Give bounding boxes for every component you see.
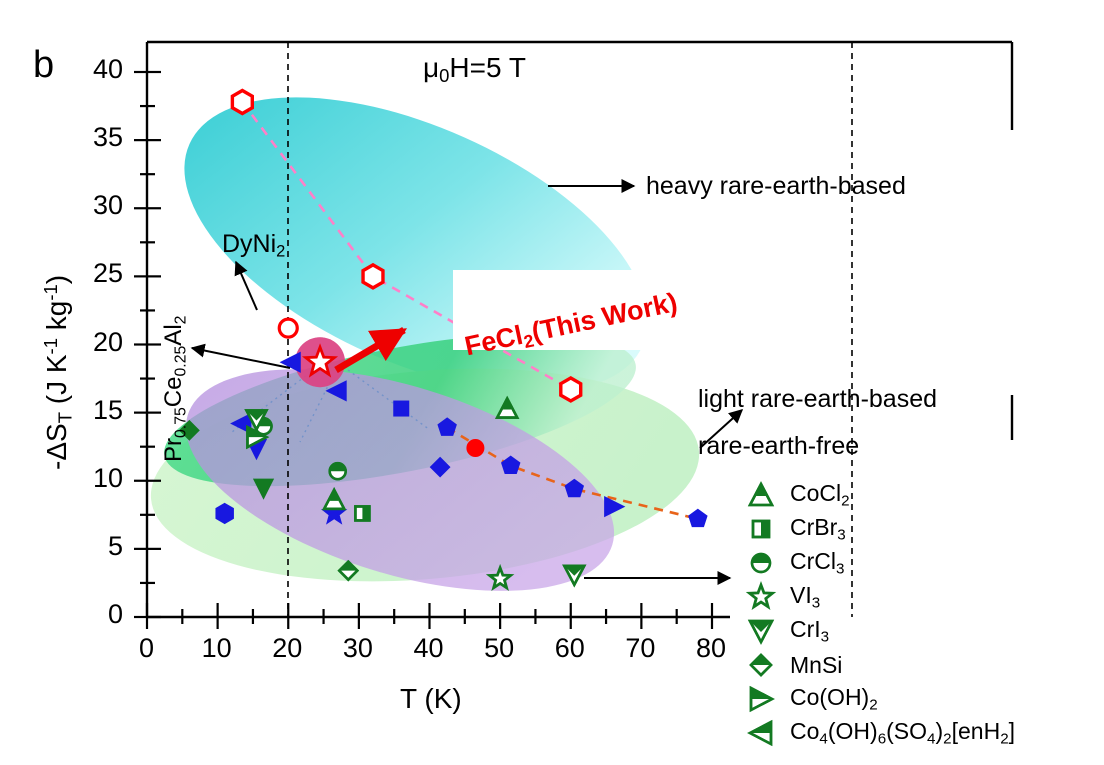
x-tick-label: 80 [696, 633, 727, 663]
halo-ray-right [347, 369, 431, 431]
this-work-box [453, 270, 711, 350]
y-title-mid: kg [41, 300, 73, 339]
legend-label: CoCl2 [790, 480, 850, 510]
x-tick-label: 10 [201, 633, 232, 663]
y-tick-label: 35 [93, 122, 124, 153]
y-tick-label: 25 [93, 258, 124, 289]
legend-label: Co4(OH)6(SO4)2[enH2] [790, 718, 1016, 748]
legend-item-vi3[interactable]: VI3 [744, 580, 820, 614]
x-axis-ticks [145, 603, 714, 629]
legend-item-crbr3[interactable]: CrBr3 [744, 512, 846, 546]
x-tick-label: 50 [484, 633, 515, 663]
panel-label: b [33, 44, 55, 86]
y-tick-label: 10 [93, 462, 124, 493]
y-tick-label: 0 [108, 599, 124, 629]
x-axis-title: T (K) [400, 683, 462, 714]
legend-glyph-triangle-right-half [749, 685, 775, 713]
y-axis-title: -ΔST (J K-1 kg-1) [40, 275, 76, 470]
callout-light-rare-earth: light rare-earth-based [698, 385, 938, 413]
callout-heavy-rare-earth: heavy rare-earth-based [646, 172, 906, 200]
arrow-prcealh [190, 343, 291, 369]
callout-prcealh: Pr0.75Ce0.25Al2 [160, 315, 190, 462]
legend-item-crcl3[interactable]: CrCl3 [744, 546, 844, 580]
legend-label: CrCl3 [790, 548, 845, 578]
x-tick-label: 60 [554, 633, 585, 663]
y-tick-label: 15 [93, 394, 124, 425]
legend-glyph-diamond-half [749, 653, 773, 677]
y-tick-label: 40 [93, 54, 124, 84]
legend-label: MnSi [790, 651, 843, 678]
y-title-sup1: -1 [40, 338, 61, 355]
axis-frame [145, 40, 1012, 619]
y-tick-label: 30 [93, 190, 124, 221]
callout-arrows [190, 179, 744, 585]
y-axis-ticks [134, 70, 161, 619]
field-mu: μ [423, 52, 440, 83]
purple-region [185, 369, 615, 591]
legend-glyph-triangle-down-half [747, 619, 775, 645]
x-tick-label: 40 [413, 633, 444, 663]
legend-glyph-triangle-up-half [747, 481, 775, 507]
halo-ray-down [299, 381, 331, 443]
y-title-sup2: -1 [40, 284, 61, 301]
legend-glyph-triangle-left-half [747, 719, 773, 747]
legend-item-mnsi[interactable]: MnSi [744, 648, 842, 682]
y-tick-label: 5 [108, 530, 124, 561]
legend-label: CrBr3 [790, 514, 846, 544]
y-title-pre: -ΔS [41, 423, 73, 470]
x-tick-label: 70 [625, 633, 656, 663]
x-tick-label: 0 [139, 633, 155, 663]
data-markers [178, 88, 708, 591]
legend-item-cri3[interactable]: CrI3 [744, 614, 829, 648]
legend-glyph-star-open [745, 581, 777, 610]
legend-label: VI3 [790, 582, 821, 612]
arrow-dyni2 [234, 260, 258, 311]
y-tick-label: 20 [93, 326, 124, 357]
legend-item-co4-oh-6-so4-2-enh2[interactable]: Co4(OH)6(SO4)2[enH2] [744, 716, 1015, 750]
y-title-unit: (J K [41, 354, 73, 412]
field-annotation: μ0H=5 T [423, 52, 526, 87]
legend-label: Co(OH)2 [790, 684, 878, 714]
legend-glyph-square-half-v [751, 519, 771, 539]
callout-dyni2: DyNi2 [222, 230, 286, 261]
y-title-post: ) [41, 274, 73, 285]
x-tick-label: 30 [342, 633, 373, 663]
legend-label: CrI3 [790, 616, 830, 646]
legend-item-cocl2[interactable]: CoCl2 [744, 478, 850, 512]
callout-rare-earth-free: rare-earth-free [698, 432, 860, 460]
field-zero: 0 [439, 65, 450, 87]
arrow-light [699, 409, 744, 449]
field-rest: H=5 T [449, 52, 526, 83]
legend-item-co-oh-2[interactable]: Co(OH)2 [744, 682, 878, 716]
this-work-arrow [334, 326, 408, 374]
x-tick-label: 20 [272, 633, 303, 663]
y-title-sub: T [54, 412, 76, 424]
legend-glyph-circle-half-h [750, 552, 772, 574]
